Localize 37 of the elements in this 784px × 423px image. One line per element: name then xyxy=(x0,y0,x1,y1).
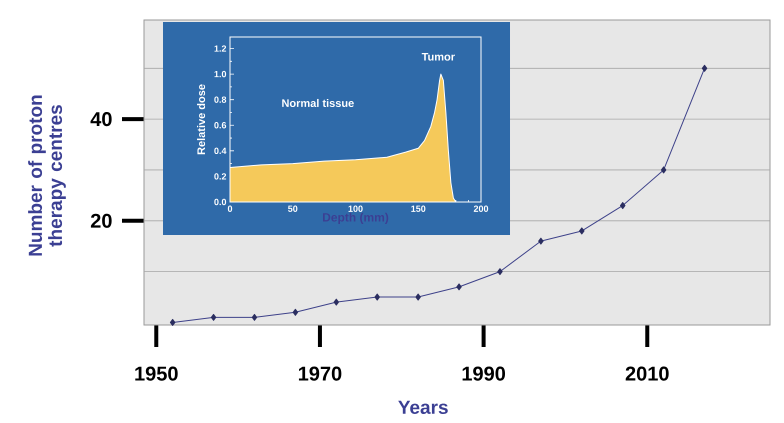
point xyxy=(456,283,462,290)
x-tick-label: 150 xyxy=(411,206,426,212)
annotation: Tumor xyxy=(422,52,455,61)
point xyxy=(497,268,503,276)
annotation: Normal tissue xyxy=(282,98,354,108)
y-axis-title: Number of proton therapy centres xyxy=(28,95,66,256)
point xyxy=(374,294,380,301)
point xyxy=(170,318,176,326)
y-tick-label: 0.0 xyxy=(214,198,226,206)
x-tick-label: 2010 xyxy=(626,366,669,381)
x-tick-label: 200 xyxy=(474,206,488,212)
point xyxy=(415,294,421,301)
y-tick-label: 40 xyxy=(90,112,112,126)
y-tick-label: 0.6 xyxy=(214,122,226,128)
point xyxy=(210,314,216,321)
point xyxy=(660,166,666,174)
point xyxy=(252,314,258,321)
point xyxy=(334,298,340,306)
x-tick-label: 100 xyxy=(348,206,363,212)
x-tick-label: 1970 xyxy=(298,366,342,381)
x-tick-label: 0 xyxy=(228,206,232,212)
point xyxy=(292,308,298,316)
y-tick-label: 20 xyxy=(90,214,112,228)
x-tick-label: 50 xyxy=(288,206,298,212)
y-tick-label: 1.0 xyxy=(214,70,226,78)
point xyxy=(538,238,544,245)
y-tick-label: 0.4 xyxy=(214,148,226,154)
point xyxy=(620,202,626,210)
y-tick-label: 1.2 xyxy=(214,45,226,52)
point xyxy=(579,227,585,234)
x-tick-label: 1990 xyxy=(462,366,506,381)
y-axis-title: Relative dose xyxy=(197,84,206,154)
x-axis-title: Years xyxy=(398,400,448,414)
x-tick-label: 1950 xyxy=(135,366,178,381)
point xyxy=(702,64,708,72)
y-tick-label: 0.2 xyxy=(214,173,226,180)
y-tick-label: 0.8 xyxy=(214,96,226,103)
